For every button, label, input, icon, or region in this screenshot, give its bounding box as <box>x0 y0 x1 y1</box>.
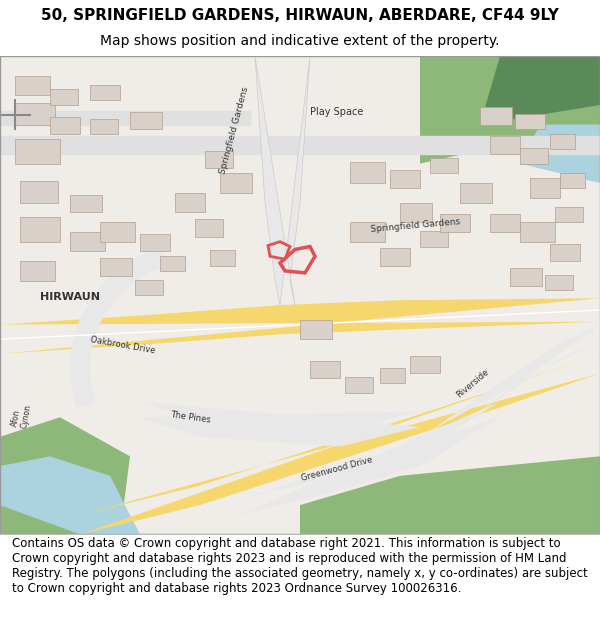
Bar <box>160 256 185 271</box>
Polygon shape <box>0 298 600 354</box>
Text: The Pines: The Pines <box>170 409 211 424</box>
Bar <box>460 183 492 203</box>
Bar <box>520 148 548 164</box>
Polygon shape <box>300 456 600 534</box>
Bar <box>440 214 470 232</box>
Bar <box>545 275 573 291</box>
Text: Riverside: Riverside <box>455 368 491 400</box>
Bar <box>70 195 102 212</box>
Text: Afon
Cynon: Afon Cynon <box>10 402 33 429</box>
Bar <box>310 361 340 378</box>
Bar <box>210 251 235 266</box>
Bar <box>20 261 55 281</box>
Text: Play Space: Play Space <box>310 107 364 117</box>
Bar <box>520 222 555 242</box>
Polygon shape <box>420 56 600 164</box>
Polygon shape <box>0 418 130 534</box>
Bar <box>140 234 170 251</box>
Bar <box>345 378 373 393</box>
Polygon shape <box>140 402 420 446</box>
Bar <box>390 171 420 188</box>
Polygon shape <box>0 456 140 534</box>
Text: Springfield Gardens: Springfield Gardens <box>370 217 460 234</box>
Bar <box>220 173 252 193</box>
Bar <box>555 206 583 222</box>
Polygon shape <box>480 56 600 124</box>
Bar <box>550 244 580 261</box>
Bar <box>50 117 80 134</box>
Bar <box>15 76 50 95</box>
Polygon shape <box>520 124 600 183</box>
Bar <box>130 112 162 129</box>
Bar <box>50 89 78 105</box>
Text: 50, SPRINGFIELD GARDENS, HIRWAUN, ABERDARE, CF44 9LY: 50, SPRINGFIELD GARDENS, HIRWAUN, ABERDA… <box>41 8 559 23</box>
Bar <box>70 232 105 251</box>
Polygon shape <box>80 354 600 534</box>
Bar <box>100 222 135 242</box>
Bar <box>420 231 448 246</box>
Bar <box>15 139 60 164</box>
Text: Springfield Gardens: Springfield Gardens <box>218 86 250 176</box>
Bar <box>350 162 385 183</box>
Polygon shape <box>70 248 166 408</box>
Polygon shape <box>240 402 500 515</box>
Bar <box>550 134 575 149</box>
Bar <box>400 202 432 222</box>
Text: Contains OS data © Crown copyright and database right 2021. This information is : Contains OS data © Crown copyright and d… <box>12 537 588 595</box>
Text: Map shows position and indicative extent of the property.: Map shows position and indicative extent… <box>100 34 500 48</box>
Polygon shape <box>430 324 600 446</box>
Polygon shape <box>255 56 310 305</box>
Bar <box>490 136 520 154</box>
Bar <box>490 214 520 232</box>
Bar <box>530 178 560 198</box>
Bar <box>560 173 585 188</box>
Bar <box>300 320 332 339</box>
Bar <box>515 114 545 129</box>
Bar <box>350 222 385 242</box>
Bar <box>195 219 223 237</box>
Text: Greenwood Drive: Greenwood Drive <box>300 455 373 482</box>
Bar <box>205 151 233 169</box>
Bar <box>90 84 120 100</box>
Bar <box>20 181 58 203</box>
Bar <box>100 258 132 276</box>
Bar <box>175 193 205 213</box>
Text: HIRWAUN: HIRWAUN <box>40 292 100 302</box>
Bar <box>510 268 542 286</box>
Bar <box>90 119 118 134</box>
Bar <box>380 249 410 266</box>
Bar <box>480 107 512 124</box>
Bar <box>15 103 55 124</box>
Bar <box>430 158 458 173</box>
Bar <box>410 356 440 373</box>
Text: Oakbrook Drive: Oakbrook Drive <box>90 336 157 356</box>
Bar <box>20 217 60 242</box>
Bar <box>0 111 250 124</box>
Bar <box>135 280 163 295</box>
Bar <box>0 136 600 154</box>
Bar <box>380 369 405 383</box>
